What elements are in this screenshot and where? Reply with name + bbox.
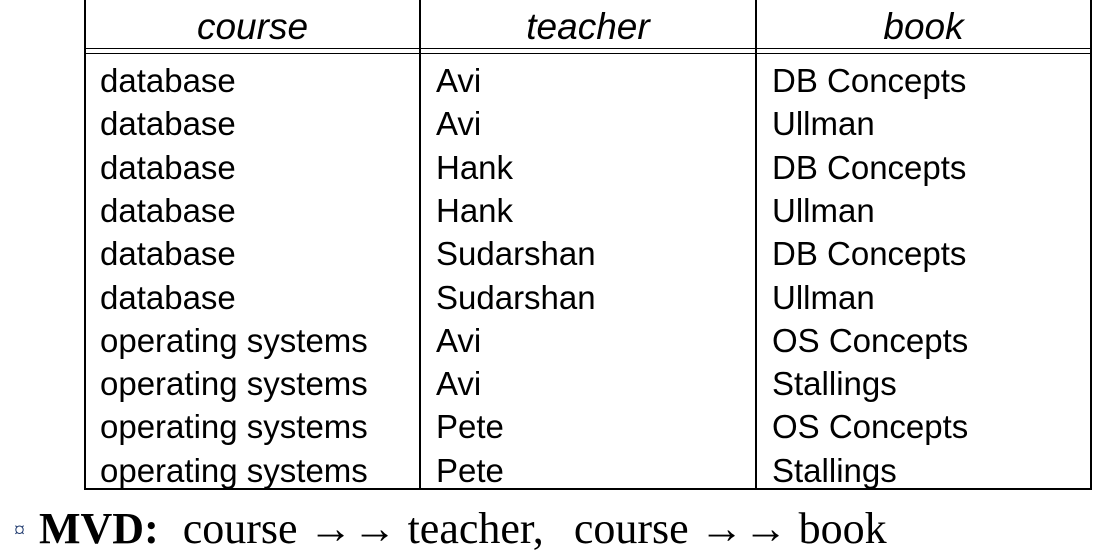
table-cell-teacher: Avi	[436, 62, 482, 99]
table-cell-teacher: Hank	[436, 148, 514, 186]
table-cell-book: Ullman	[772, 278, 875, 316]
column-header-course: course	[196, 6, 309, 47]
table-cell-book: Ullman	[772, 191, 875, 229]
table-cell-teacher: Sudarshan	[436, 278, 596, 316]
table-cell-course: operating systems	[100, 321, 368, 359]
table-cell-course: operating systems	[100, 408, 368, 446]
table-cell-course: database	[100, 105, 236, 143]
table-cell-teacher: Hank	[436, 191, 514, 229]
table-row: operating systems Pete Stallings	[86, 449, 1090, 492]
table-cell-course: database	[100, 62, 236, 99]
table-cell-course: operating systems	[100, 451, 368, 489]
column-header-teacher: teacher	[526, 6, 650, 47]
table-row: database Hank DB Concepts	[86, 146, 1090, 189]
table-cell-book: DB Concepts	[772, 148, 967, 186]
table-cell-book: Ullman	[772, 105, 875, 143]
bullet-icon: ¤	[14, 517, 25, 542]
column-header-book: book	[883, 6, 964, 47]
table-cell-course: database	[100, 148, 236, 186]
table-cell-course: database	[100, 191, 236, 229]
header-rule	[86, 53, 1090, 54]
column-divider	[419, 0, 421, 488]
table-cell-course: database	[100, 278, 236, 316]
header-rule	[86, 48, 1090, 49]
table-row: operating systems Avi Stallings	[86, 362, 1090, 405]
relation-table: course teacher book database Avi DB Concep…	[84, 0, 1092, 490]
column-divider	[755, 0, 757, 488]
table-cell-book: DB Concepts	[772, 62, 967, 99]
mvd-statement: ¤ MVD: course →→ teacher, course →→ book	[14, 500, 887, 556]
table-cell-teacher: Avi	[436, 105, 482, 143]
table-row: operating systems Pete OS Concepts	[86, 405, 1090, 448]
table-row: operating systems Avi OS Concepts	[86, 319, 1090, 362]
table-row: database Sudarshan DB Concepts	[86, 232, 1090, 275]
table-cell-course: operating systems	[100, 365, 368, 403]
mvd-dependency-teacher: course →→ teacher,	[182, 503, 544, 553]
table-cell-book: Stallings	[772, 451, 897, 489]
table-cell-book: OS Concepts	[772, 321, 969, 359]
table-cell-teacher: Pete	[436, 451, 504, 489]
table-cell-teacher: Avi	[436, 321, 482, 359]
table-row: database Avi DB Concepts	[86, 59, 1090, 102]
table-cell-teacher: Pete	[436, 408, 504, 446]
table-cell-book: OS Concepts	[772, 408, 969, 446]
mvd-dependency-book: course →→ book	[573, 503, 887, 553]
table-cell-teacher: Sudarshan	[436, 235, 596, 273]
table-row: database Hank Ullman	[86, 189, 1090, 232]
table-cell-course: database	[100, 235, 236, 273]
table-cell-book: Stallings	[772, 365, 897, 403]
table-row: database Avi Ullman	[86, 102, 1090, 145]
mvd-label: MVD:	[39, 503, 159, 553]
table-cell-book: DB Concepts	[772, 235, 967, 273]
table-cell-teacher: Avi	[436, 365, 482, 403]
table-row: database Sudarshan Ullman	[86, 276, 1090, 319]
